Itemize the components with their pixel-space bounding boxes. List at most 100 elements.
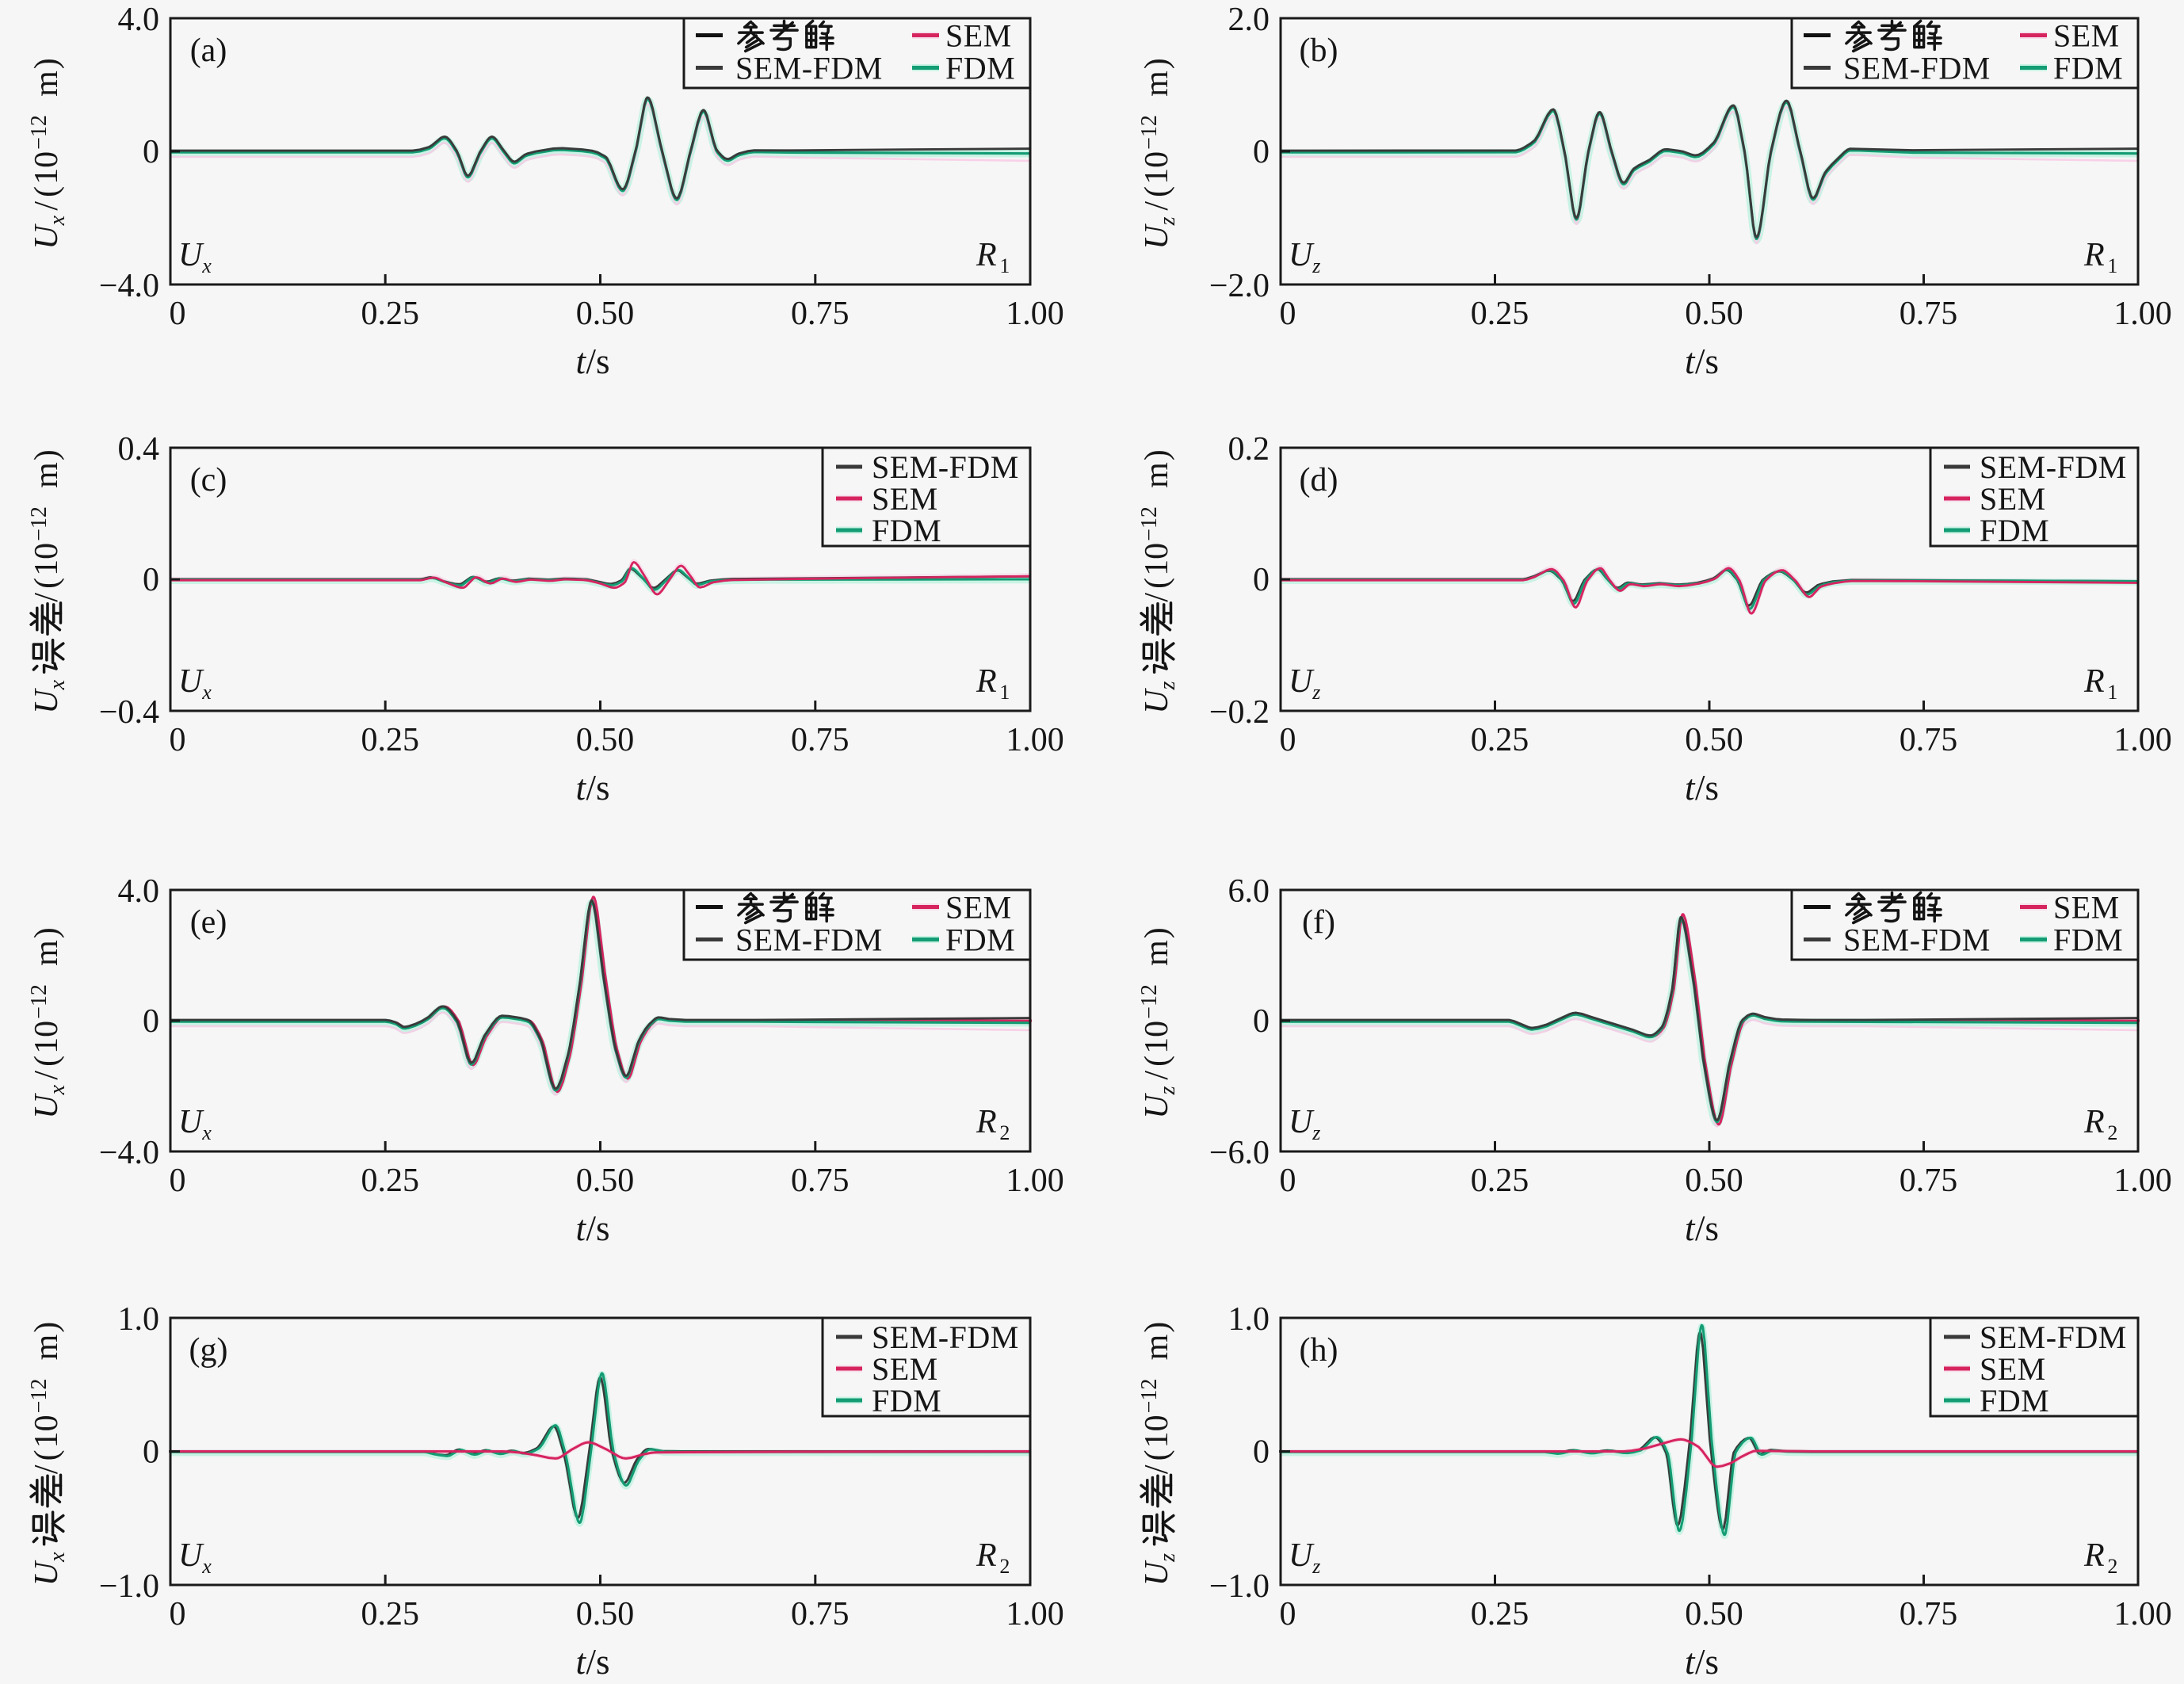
svg-text:SEM: SEM (1980, 1351, 2046, 1387)
svg-text:x: x (201, 681, 212, 704)
svg-text:x: x (45, 215, 70, 226)
svg-text:1.00: 1.00 (1006, 1596, 1064, 1632)
svg-text:(: ( (29, 578, 65, 589)
svg-text:z: z (1155, 1086, 1180, 1095)
svg-text:m: m (1139, 462, 1175, 488)
svg-text:SEM: SEM (2053, 18, 2120, 54)
svg-text:−6.0: −6.0 (1209, 1135, 1270, 1171)
svg-text:1.00: 1.00 (1006, 1163, 1064, 1199)
svg-text:x: x (45, 1084, 70, 1095)
svg-text:(: ( (29, 186, 65, 197)
svg-text:(f): (f) (1302, 904, 1335, 941)
svg-text:/s: /s (1695, 1642, 1719, 1682)
svg-text:m: m (29, 1334, 65, 1360)
svg-text:x: x (45, 1552, 70, 1563)
svg-text:m: m (29, 462, 65, 488)
svg-text:0.75: 0.75 (791, 722, 850, 758)
svg-text:(: ( (1139, 1056, 1175, 1067)
svg-text:FDM: FDM (872, 513, 941, 548)
svg-text:0.75: 0.75 (1900, 296, 1958, 332)
svg-text:0.50: 0.50 (576, 722, 635, 758)
svg-text:0.25: 0.25 (1471, 722, 1529, 758)
svg-text:U: U (178, 1104, 204, 1140)
svg-text:0: 0 (170, 1596, 186, 1632)
svg-text:R: R (976, 1537, 997, 1574)
svg-text:/: / (1139, 593, 1175, 602)
svg-text:t: t (1685, 1642, 1696, 1682)
svg-text:SEM: SEM (872, 1351, 938, 1387)
svg-text:(e): (e) (190, 904, 227, 941)
svg-text:): ) (1139, 1322, 1175, 1333)
svg-text:0.4: 0.4 (118, 431, 160, 468)
svg-text:FDM: FDM (945, 922, 1015, 958)
svg-text:10: 10 (1139, 1415, 1175, 1448)
svg-text:2: 2 (999, 1555, 1010, 1578)
svg-text:2: 2 (2107, 1121, 2117, 1144)
svg-text:−0.4: −0.4 (99, 694, 159, 731)
svg-text:−2.0: −2.0 (1209, 268, 1270, 304)
svg-text:SEM: SEM (872, 481, 938, 517)
svg-text:1.00: 1.00 (2113, 1163, 2172, 1199)
svg-text:4.0: 4.0 (118, 873, 160, 910)
svg-text:/: / (1139, 201, 1175, 211)
svg-text:U: U (29, 688, 65, 714)
svg-text:): ) (29, 58, 65, 69)
svg-text:z: z (1155, 216, 1180, 226)
svg-text:0.75: 0.75 (791, 1596, 850, 1632)
svg-text:SEM-FDM: SEM-FDM (872, 449, 1019, 485)
svg-text:U: U (1139, 688, 1175, 714)
svg-text:SEM-FDM: SEM-FDM (872, 1319, 1019, 1355)
svg-text:0.50: 0.50 (1685, 722, 1743, 758)
svg-text:0.50: 0.50 (1685, 1596, 1743, 1632)
svg-text:U: U (1289, 237, 1315, 273)
svg-text:t: t (576, 342, 587, 381)
svg-text:SEM-FDM: SEM-FDM (1980, 449, 2127, 485)
svg-text:): ) (29, 449, 65, 460)
svg-text:−12: −12 (27, 1379, 52, 1414)
svg-text:0: 0 (143, 134, 159, 170)
svg-text:SEM: SEM (945, 18, 1012, 54)
svg-text:FDM: FDM (1980, 513, 2049, 548)
svg-text:FDM: FDM (2053, 922, 2123, 958)
svg-text:z: z (1312, 681, 1320, 704)
svg-text:SEM: SEM (1980, 481, 2046, 517)
svg-text:0.75: 0.75 (1900, 1163, 1958, 1199)
svg-text:R: R (2083, 1537, 2105, 1574)
svg-text:t: t (576, 1642, 587, 1682)
svg-text:FDM: FDM (1980, 1383, 2049, 1419)
svg-text:0.25: 0.25 (1471, 1596, 1529, 1632)
svg-text:SEM: SEM (2053, 890, 2120, 926)
svg-text:U: U (29, 223, 65, 250)
svg-text:U: U (1139, 1093, 1175, 1119)
svg-text:−12: −12 (27, 115, 52, 150)
svg-text:4.0: 4.0 (118, 2, 160, 38)
svg-text:0: 0 (1280, 1596, 1296, 1632)
svg-text:/s: /s (1695, 768, 1719, 808)
svg-text:t: t (1685, 768, 1696, 808)
svg-text:m: m (1139, 940, 1175, 966)
svg-text:−4.0: −4.0 (99, 1135, 159, 1171)
svg-text:−12: −12 (1137, 984, 1162, 1019)
svg-text:(g): (g) (189, 1332, 228, 1369)
svg-text:SEM-FDM: SEM-FDM (735, 51, 883, 86)
svg-text:0.75: 0.75 (1900, 722, 1958, 758)
svg-text:2.0: 2.0 (1228, 2, 1270, 38)
svg-text:/s: /s (586, 342, 610, 381)
svg-text:/: / (1139, 1071, 1175, 1080)
svg-text:0.2: 0.2 (1228, 431, 1270, 468)
svg-text:U: U (1139, 1560, 1175, 1586)
svg-text:U: U (178, 1537, 204, 1574)
svg-text:1.00: 1.00 (2113, 1596, 2172, 1632)
svg-text:SEM-FDM: SEM-FDM (1843, 51, 1991, 86)
svg-text:SEM-FDM: SEM-FDM (1843, 922, 1991, 958)
svg-text:U: U (1289, 663, 1315, 700)
svg-text:FDM: FDM (872, 1383, 941, 1419)
svg-text:10: 10 (29, 1021, 65, 1054)
svg-text:R: R (976, 237, 997, 273)
svg-text:/s: /s (586, 1209, 610, 1248)
svg-text:t: t (1685, 1209, 1696, 1248)
svg-text:0.50: 0.50 (1685, 1163, 1743, 1199)
svg-text:): ) (29, 927, 65, 938)
svg-text:x: x (45, 679, 70, 690)
svg-text:−4.0: −4.0 (99, 268, 159, 304)
